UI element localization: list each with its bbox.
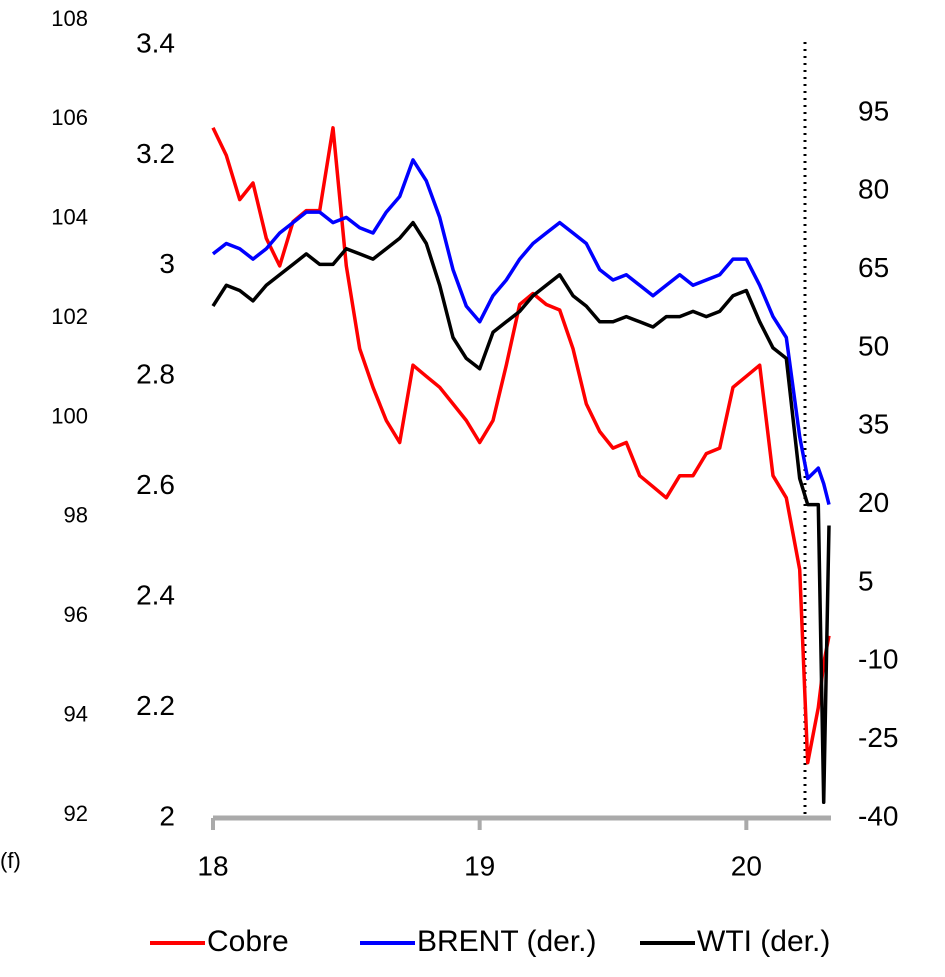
y3-tick-label: 108 — [51, 6, 88, 31]
y3-tick-label: 102 — [51, 304, 88, 329]
x-tick-label: 19 — [464, 850, 495, 881]
x-tick-label: 20 — [731, 850, 762, 881]
y-tick-label: 3.4 — [136, 27, 175, 58]
y2-tick-label: -40 — [858, 800, 898, 831]
y2-tick-label: 50 — [858, 330, 889, 361]
y2-tick-label: 35 — [858, 409, 889, 440]
y2-tick-label: 20 — [858, 487, 889, 518]
y-tick-label: 2 — [159, 800, 175, 831]
y2-tick-label: -25 — [858, 722, 898, 753]
y3-tick-label: 96 — [64, 602, 88, 627]
series-line — [211, 158, 831, 506]
legend-label: BRENT (der.) — [417, 925, 597, 958]
y-tick-label: 3.2 — [136, 138, 175, 169]
y3-tick-label: 100 — [51, 403, 88, 428]
legend-label: WTI (der.) — [697, 925, 830, 958]
y-tick-label: 3 — [159, 248, 175, 279]
y2-tick-label: 5 — [858, 565, 874, 596]
x-tick-label: 18 — [197, 850, 228, 881]
y2-tick-label: -10 — [858, 644, 898, 675]
y2-tick-label: 65 — [858, 252, 889, 283]
y3-axis-label: (f) — [0, 848, 21, 873]
legend-label: Cobre — [207, 925, 289, 958]
y3-tick-label: 104 — [51, 205, 88, 230]
y-tick-label: 2.6 — [136, 469, 175, 500]
series-line — [211, 126, 831, 765]
y-tick-label: 2.8 — [136, 359, 175, 390]
y2-tick-label: 80 — [858, 174, 889, 205]
y-tick-label: 2.2 — [136, 690, 175, 721]
y-tick-label: 2.4 — [136, 580, 175, 611]
y3-tick-label: 92 — [64, 801, 88, 826]
y3-tick-label: 94 — [64, 701, 88, 726]
series-line — [211, 220, 831, 805]
y3-tick-label: 106 — [51, 105, 88, 130]
y2-tick-label: 95 — [858, 95, 889, 126]
y3-tick-label: 98 — [64, 503, 88, 528]
